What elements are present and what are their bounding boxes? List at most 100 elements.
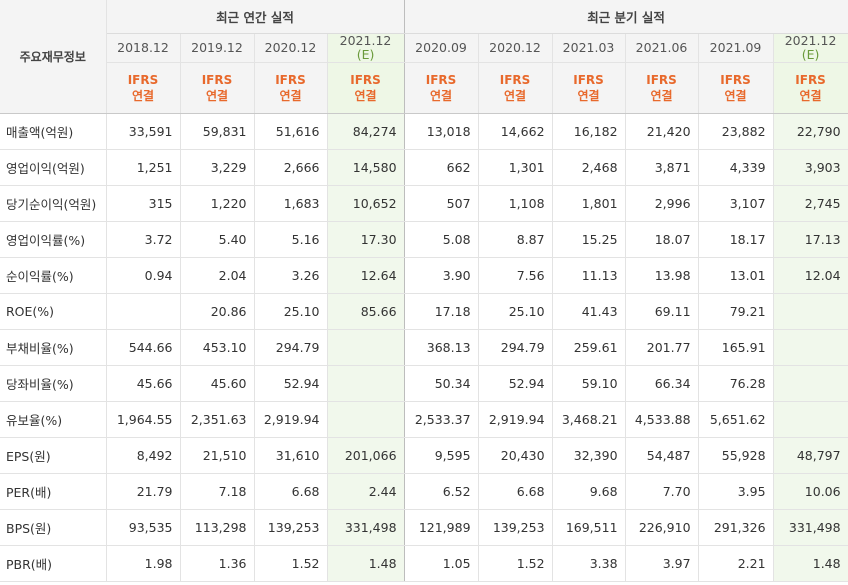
table-cell: 45.60: [180, 365, 255, 402]
table-cell: 1.48: [773, 545, 848, 582]
table-cell: 6.68: [478, 473, 553, 510]
table-cell: 662: [404, 149, 479, 186]
basis-label: 연결: [724, 89, 747, 103]
table-cell: 121,989: [404, 509, 479, 546]
accounting-standard: IFRS 연결: [625, 62, 699, 114]
period-label: 2021.06: [635, 40, 688, 55]
standard-label: IFRS: [720, 73, 751, 87]
table-cell: 2.44: [327, 473, 405, 510]
accounting-standard: IFRS 연결: [478, 62, 553, 114]
basis-label: 연결: [354, 89, 377, 103]
table-cell: 51,616: [254, 113, 328, 150]
basis-label: 연결: [799, 89, 822, 103]
period-label: 2021.12: [784, 33, 837, 48]
table-cell: 25.10: [478, 293, 553, 330]
table-cell: 9,595: [404, 437, 479, 474]
period-header: 2021.12 (E): [773, 33, 848, 63]
table-cell: 201,066: [327, 437, 405, 474]
basis-label: 연결: [429, 89, 453, 103]
row-label: 영업이익률(%): [0, 221, 107, 258]
table-cell: 2,666: [254, 149, 328, 186]
table-cell: 331,498: [773, 509, 848, 546]
table-row: EPS(원) 8,492 21,510 31,610 201,066 9,595 20,43…: [0, 437, 848, 474]
accounting-standard: IFRS 연결: [254, 62, 328, 114]
table-cell: 2,533.37: [404, 401, 479, 438]
table-cell: 2,919.94: [254, 401, 328, 438]
accounting-standard: IFRS 연결: [106, 62, 181, 114]
period-header: 2018.12: [106, 33, 181, 63]
period-label: 2021.09: [709, 40, 762, 55]
table-cell: 7.18: [180, 473, 255, 510]
table-cell: [327, 401, 405, 438]
table-cell: 25.10: [254, 293, 328, 330]
table-cell: 1,108: [478, 185, 553, 222]
period-label: 2021.12: [339, 33, 392, 48]
period-header: 2021.06: [625, 33, 699, 63]
table-cell: 3.72: [106, 221, 181, 258]
standard-label: IFRS: [425, 73, 457, 87]
basis-label: 연결: [279, 89, 302, 103]
table-cell: 13.98: [625, 257, 699, 294]
table-cell: 59,831: [180, 113, 255, 150]
accounting-standard: IFRS 연결: [404, 62, 479, 114]
table-cell: 52.94: [478, 365, 553, 402]
table-cell: [773, 329, 848, 366]
table-cell: 3.90: [404, 257, 479, 294]
standard-label: IFRS: [646, 73, 677, 87]
table-cell: 17.13: [773, 221, 848, 258]
table-cell: 84,274: [327, 113, 405, 150]
period-label: 2018.12: [117, 40, 169, 55]
row-label: PER(배): [0, 473, 107, 510]
table-cell: 5.40: [180, 221, 255, 258]
table-cell: 259.61: [552, 329, 626, 366]
table-cell: 2.04: [180, 257, 255, 294]
standard-label: IFRS: [127, 73, 159, 87]
table-cell: 13,018: [404, 113, 479, 150]
table-cell: 52.94: [254, 365, 328, 402]
table-row: 부채비율(%) 544.66 453.10 294.79 368.13 294.79 259…: [0, 329, 848, 366]
period-header: 2021.03: [552, 33, 626, 63]
table-row: 당좌비율(%) 45.66 45.60 52.94 50.34 52.94 59.10 66.…: [0, 365, 848, 402]
table-cell: 1.52: [478, 545, 553, 582]
accounting-standard: IFRS 연결: [552, 62, 626, 114]
table-cell: 3.38: [552, 545, 626, 582]
table-row: 유보율(%) 1,964.55 2,351.63 2,919.94 2,533.37 2,…: [0, 401, 848, 438]
period-header: 2020.12: [254, 33, 328, 63]
row-label: BPS(원): [0, 509, 107, 546]
table-cell: 18.17: [698, 221, 774, 258]
table-cell: 54,487: [625, 437, 699, 474]
table-cell: 21,510: [180, 437, 255, 474]
table-cell: [327, 329, 405, 366]
standard-label: IFRS: [275, 73, 306, 87]
table-cell: 6.52: [404, 473, 479, 510]
table-cell: 59.10: [552, 365, 626, 402]
table-cell: 1,801: [552, 185, 626, 222]
table-cell: [773, 401, 848, 438]
period-header: 2020.12: [478, 33, 553, 63]
table-cell: 226,910: [625, 509, 699, 546]
table-row: 영업이익(억원) 1,251 3,229 2,666 14,580 662 1,301 2,4…: [0, 149, 848, 186]
table-cell: 16,182: [552, 113, 626, 150]
table-cell: [773, 365, 848, 402]
table-cell: 1.36: [180, 545, 255, 582]
table-cell: 2.21: [698, 545, 774, 582]
table-cell: 3.95: [698, 473, 774, 510]
table-cell: 10.06: [773, 473, 848, 510]
estimate-marker: (E): [356, 47, 375, 62]
basis-label: 연결: [205, 89, 229, 103]
table-cell: 169,511: [552, 509, 626, 546]
table-cell: 79.21: [698, 293, 774, 330]
accounting-standard: IFRS 연결: [698, 62, 774, 114]
table-cell: 18.07: [625, 221, 699, 258]
table-cell: 165.91: [698, 329, 774, 366]
row-label: 당기순이익(억원): [0, 185, 107, 222]
table-cell: 9.68: [552, 473, 626, 510]
table-cell: 14,662: [478, 113, 553, 150]
row-label: 순이익률(%): [0, 257, 107, 294]
table-cell: 453.10: [180, 329, 255, 366]
quarterly-group-header: 최근 분기 실적: [404, 0, 848, 34]
table-cell: 2,919.94: [478, 401, 553, 438]
row-label: 유보율(%): [0, 401, 107, 438]
table-cell: 14,580: [327, 149, 405, 186]
estimate-marker: (E): [801, 47, 820, 62]
